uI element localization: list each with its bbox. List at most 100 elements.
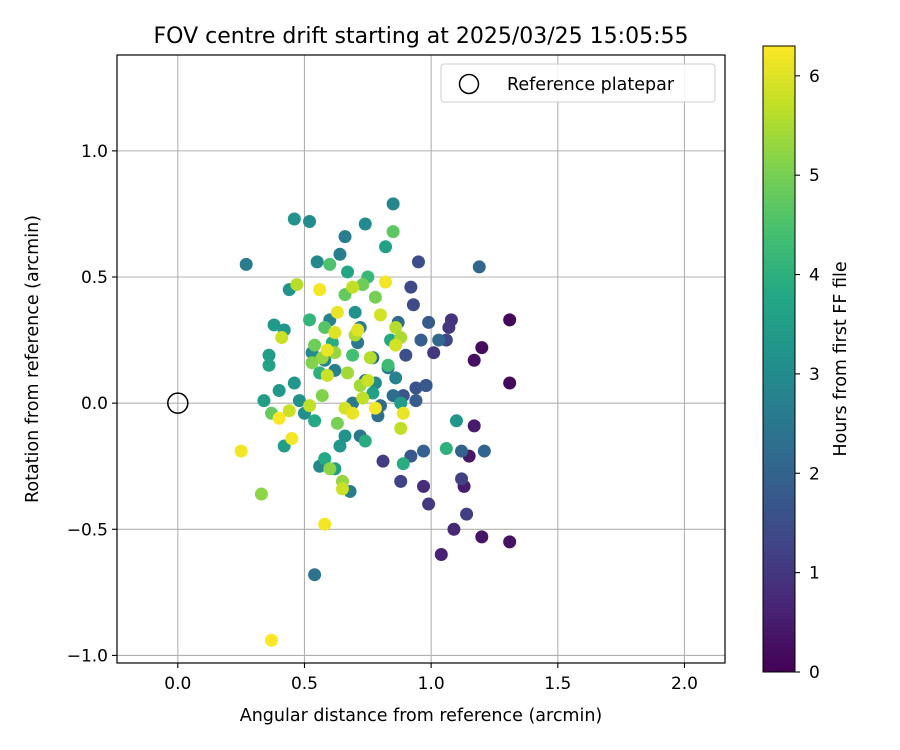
data-point <box>449 414 463 428</box>
data-point <box>287 212 301 226</box>
data-point <box>475 530 489 544</box>
data-point <box>434 548 448 562</box>
data-point <box>262 358 276 372</box>
data-point <box>338 429 352 443</box>
data-point <box>346 406 360 420</box>
data-point <box>503 376 517 390</box>
data-point <box>404 280 418 294</box>
data-point <box>323 462 337 476</box>
data-point <box>394 396 408 410</box>
data-point <box>335 482 349 496</box>
y-tick-label: 1.0 <box>81 142 108 162</box>
data-point <box>467 353 481 367</box>
axis-ticks: 0.0 0.5 1.0 1.5 2.0 −1.0 −0.5 0.0 0.5 1.0 <box>67 142 698 694</box>
data-point <box>373 308 387 322</box>
data-point <box>409 381 423 395</box>
data-point <box>272 384 286 398</box>
data-point <box>320 368 334 382</box>
data-points <box>234 197 517 647</box>
legend-box <box>440 63 716 103</box>
data-point <box>265 633 279 647</box>
y-tick-label: −0.5 <box>67 520 108 540</box>
data-point <box>417 444 431 458</box>
y-tick-label: 0.0 <box>81 394 108 414</box>
data-point <box>358 434 372 448</box>
data-point <box>381 358 395 372</box>
data-point <box>351 323 365 337</box>
data-point <box>439 442 453 456</box>
data-point <box>318 452 332 466</box>
legend-label: Reference platepar <box>507 75 675 95</box>
data-point <box>285 431 299 445</box>
data-point <box>315 389 329 403</box>
data-point <box>477 444 491 458</box>
data-point <box>376 454 390 468</box>
colorbar-tick-label: 0 <box>809 663 820 683</box>
colorbar-tick-label: 4 <box>809 266 820 286</box>
x-tick-label: 2.0 <box>671 674 698 694</box>
data-point <box>389 320 403 334</box>
data-point <box>275 331 289 345</box>
data-point <box>356 278 370 292</box>
data-point <box>267 318 281 332</box>
colorbar-tick-label: 2 <box>809 464 820 484</box>
data-point <box>411 255 425 269</box>
y-axis-title: Rotation from reference (arcmin) <box>23 215 43 503</box>
data-point <box>282 404 296 418</box>
data-point <box>257 394 271 408</box>
x-tick-label: 1.0 <box>418 674 445 694</box>
colorbar-tick-label: 1 <box>809 564 820 584</box>
data-point <box>333 247 347 261</box>
data-point <box>422 315 436 329</box>
data-point <box>287 376 301 390</box>
data-point <box>379 240 393 254</box>
colorbar-ticks: 0 1 2 3 4 5 6 <box>795 67 820 683</box>
data-point <box>308 568 322 582</box>
x-tick-label: 0.0 <box>164 674 191 694</box>
data-point <box>503 535 517 549</box>
data-point <box>313 283 327 297</box>
data-point <box>356 391 370 405</box>
colorbar-tick-label: 5 <box>809 166 820 186</box>
colorbar-label: Hours from first FF file <box>831 261 851 456</box>
data-point <box>341 366 355 380</box>
colorbar-tick-label: 6 <box>809 67 820 87</box>
data-point <box>475 341 489 355</box>
data-point <box>361 373 375 387</box>
data-point <box>396 406 410 420</box>
y-tick-label: 0.5 <box>81 268 108 288</box>
data-point <box>323 257 337 271</box>
data-point <box>292 394 306 408</box>
y-tick-label: −1.0 <box>67 646 108 666</box>
data-point <box>308 414 322 428</box>
data-point <box>386 197 400 211</box>
data-point <box>432 333 446 347</box>
data-point <box>422 497 436 511</box>
data-point <box>328 326 342 340</box>
data-point <box>346 348 360 362</box>
legend-marker-open-circle <box>458 73 480 95</box>
data-point <box>308 338 322 352</box>
data-point <box>272 411 286 425</box>
data-point <box>330 416 344 430</box>
colorbar <box>762 45 796 673</box>
data-point <box>368 290 382 304</box>
chart-title: FOV centre drift starting at 2025/03/25 … <box>154 24 689 49</box>
data-point <box>358 217 372 231</box>
data-point <box>341 265 355 279</box>
data-point <box>417 479 431 493</box>
data-point <box>386 225 400 239</box>
colorbar-tick-label: 3 <box>809 365 820 385</box>
legend: Reference platepar <box>440 63 716 103</box>
data-point <box>394 474 408 488</box>
data-point <box>455 444 469 458</box>
data-point <box>330 305 344 319</box>
data-point <box>455 472 469 486</box>
data-point <box>399 348 413 362</box>
data-point <box>303 215 317 229</box>
data-point <box>389 371 403 385</box>
data-point <box>442 320 456 334</box>
reference-platepar-marker <box>167 392 189 414</box>
x-tick-label: 0.5 <box>291 674 318 694</box>
